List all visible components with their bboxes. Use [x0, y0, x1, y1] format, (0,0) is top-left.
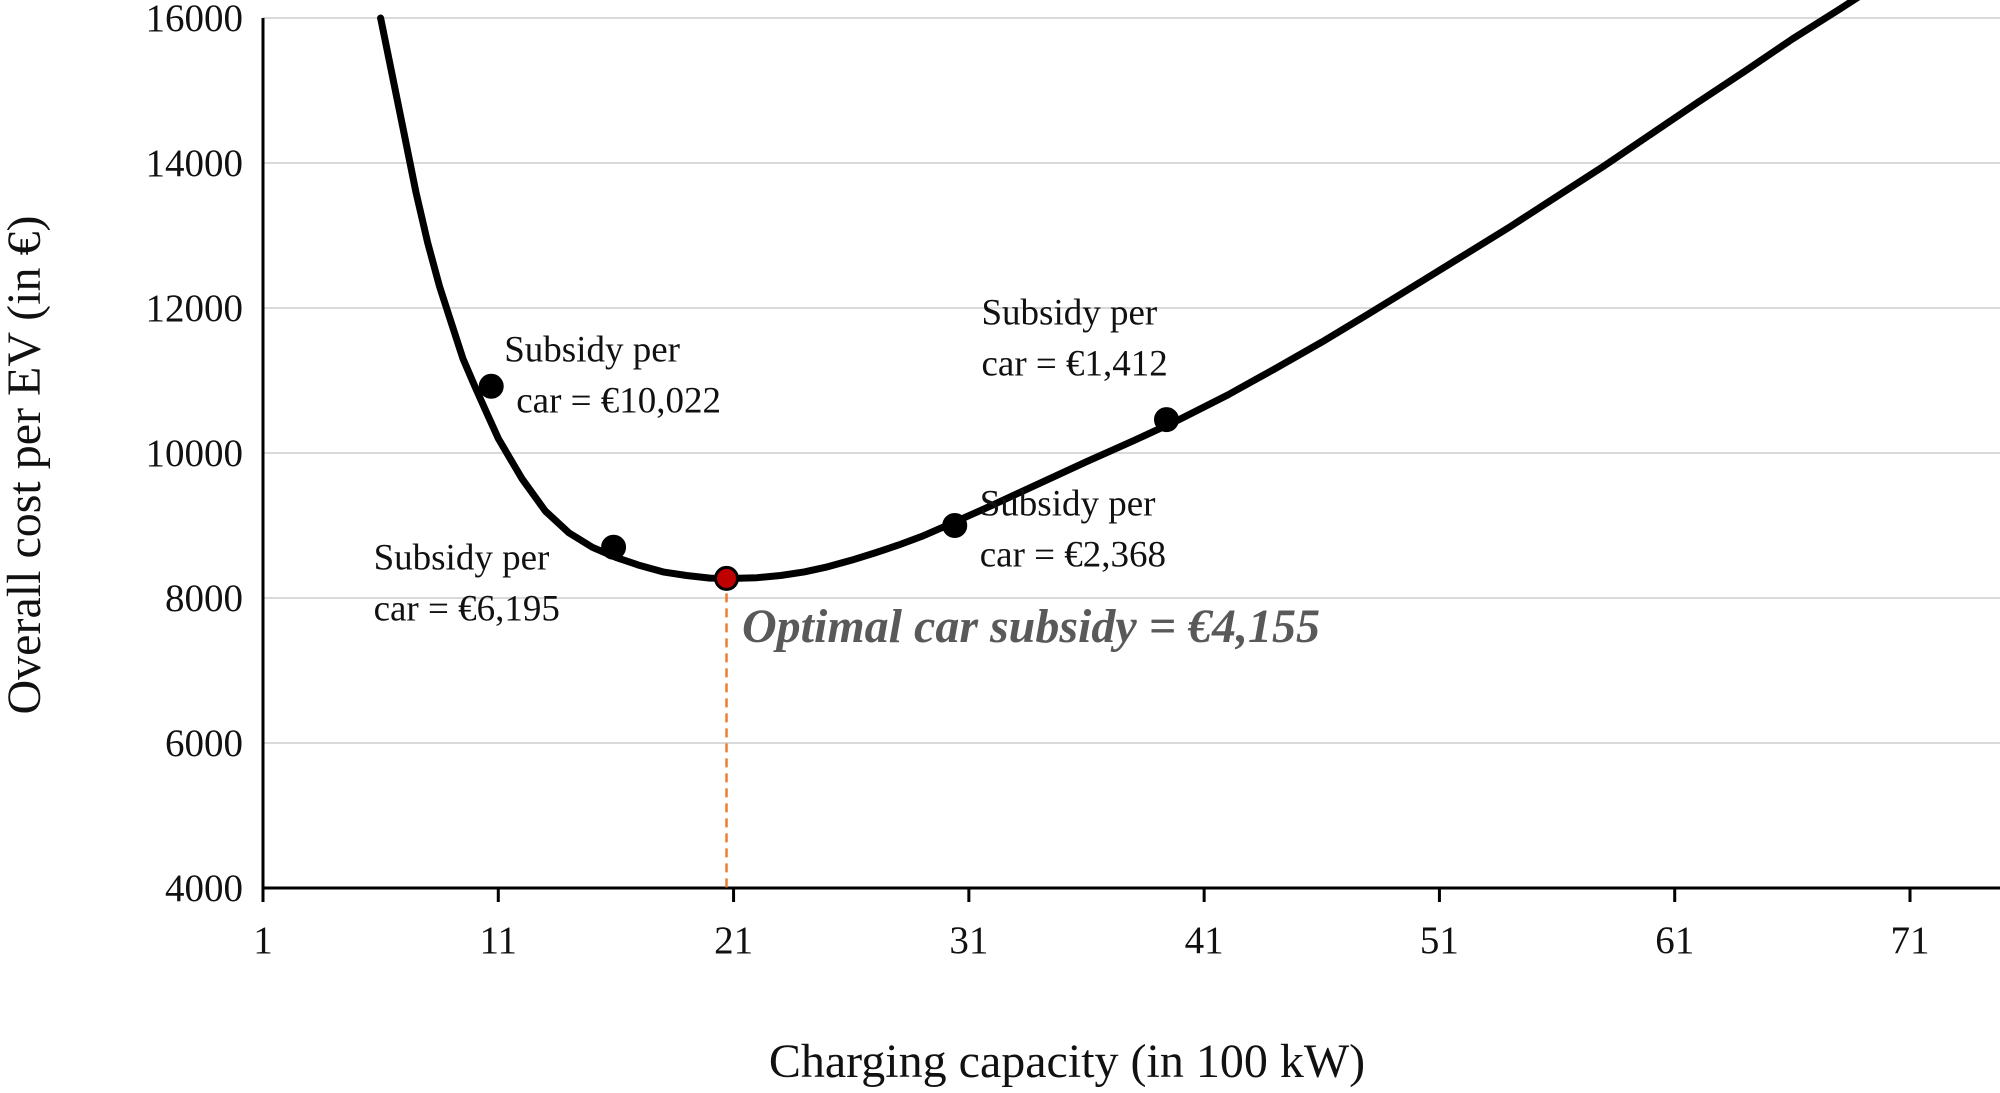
x-tick-31: 31: [949, 919, 988, 962]
annotation-line2-0: car = €10,022: [516, 380, 721, 421]
optimal-subsidy-label: Optimal car subsidy = €4,155: [742, 600, 1320, 653]
annotation-line1-4: Subsidy per: [981, 293, 1157, 334]
annotation-line1-0: Subsidy per: [504, 329, 680, 370]
y-tick-8000: 8000: [165, 577, 243, 620]
y-tick-10000: 10000: [146, 432, 244, 475]
point-0: [478, 373, 504, 399]
point-4: [1153, 407, 1179, 433]
x-tick-11: 11: [480, 919, 518, 962]
x-tick-41: 41: [1185, 919, 1224, 962]
x-axis-title: Charging capacity (in 100 kW): [769, 1035, 1365, 1088]
point-3: [942, 513, 968, 538]
y-tick-4000: 4000: [165, 867, 243, 910]
x-tick-61: 61: [1655, 919, 1694, 962]
annotation-line2-3: car = €2,368: [980, 535, 1166, 576]
annotation-line1-1: Subsidy per: [374, 537, 550, 578]
point-annotations: Subsidy per car = €10,022 Subsidy per car =…: [374, 293, 1168, 630]
point-2: [714, 565, 740, 591]
annotation-line2-4: car = €1,412: [981, 344, 1167, 385]
gridlines: [263, 17, 2000, 744]
x-tick-1: 1: [253, 919, 273, 962]
y-tick-6000: 6000: [165, 722, 243, 765]
annotation-line2-1: car = €6,195: [374, 588, 560, 629]
cost-curve-line: [377, 0, 1861, 582]
x-tick-71: 71: [1891, 919, 1930, 962]
y-tick-16000: 16000: [146, 0, 244, 40]
y-axis-title: Overall cost per EV (in €): [0, 216, 51, 715]
x-tick-21: 21: [714, 919, 753, 962]
y-tick-14000: 14000: [146, 142, 244, 185]
axes: [261, 18, 2000, 902]
annotation-line1-3: Subsidy per: [980, 484, 1156, 525]
subsidy-points: [478, 373, 1179, 591]
x-tick-51: 51: [1420, 919, 1459, 962]
point-1: [601, 534, 627, 560]
y-tick-12000: 12000: [146, 287, 244, 330]
